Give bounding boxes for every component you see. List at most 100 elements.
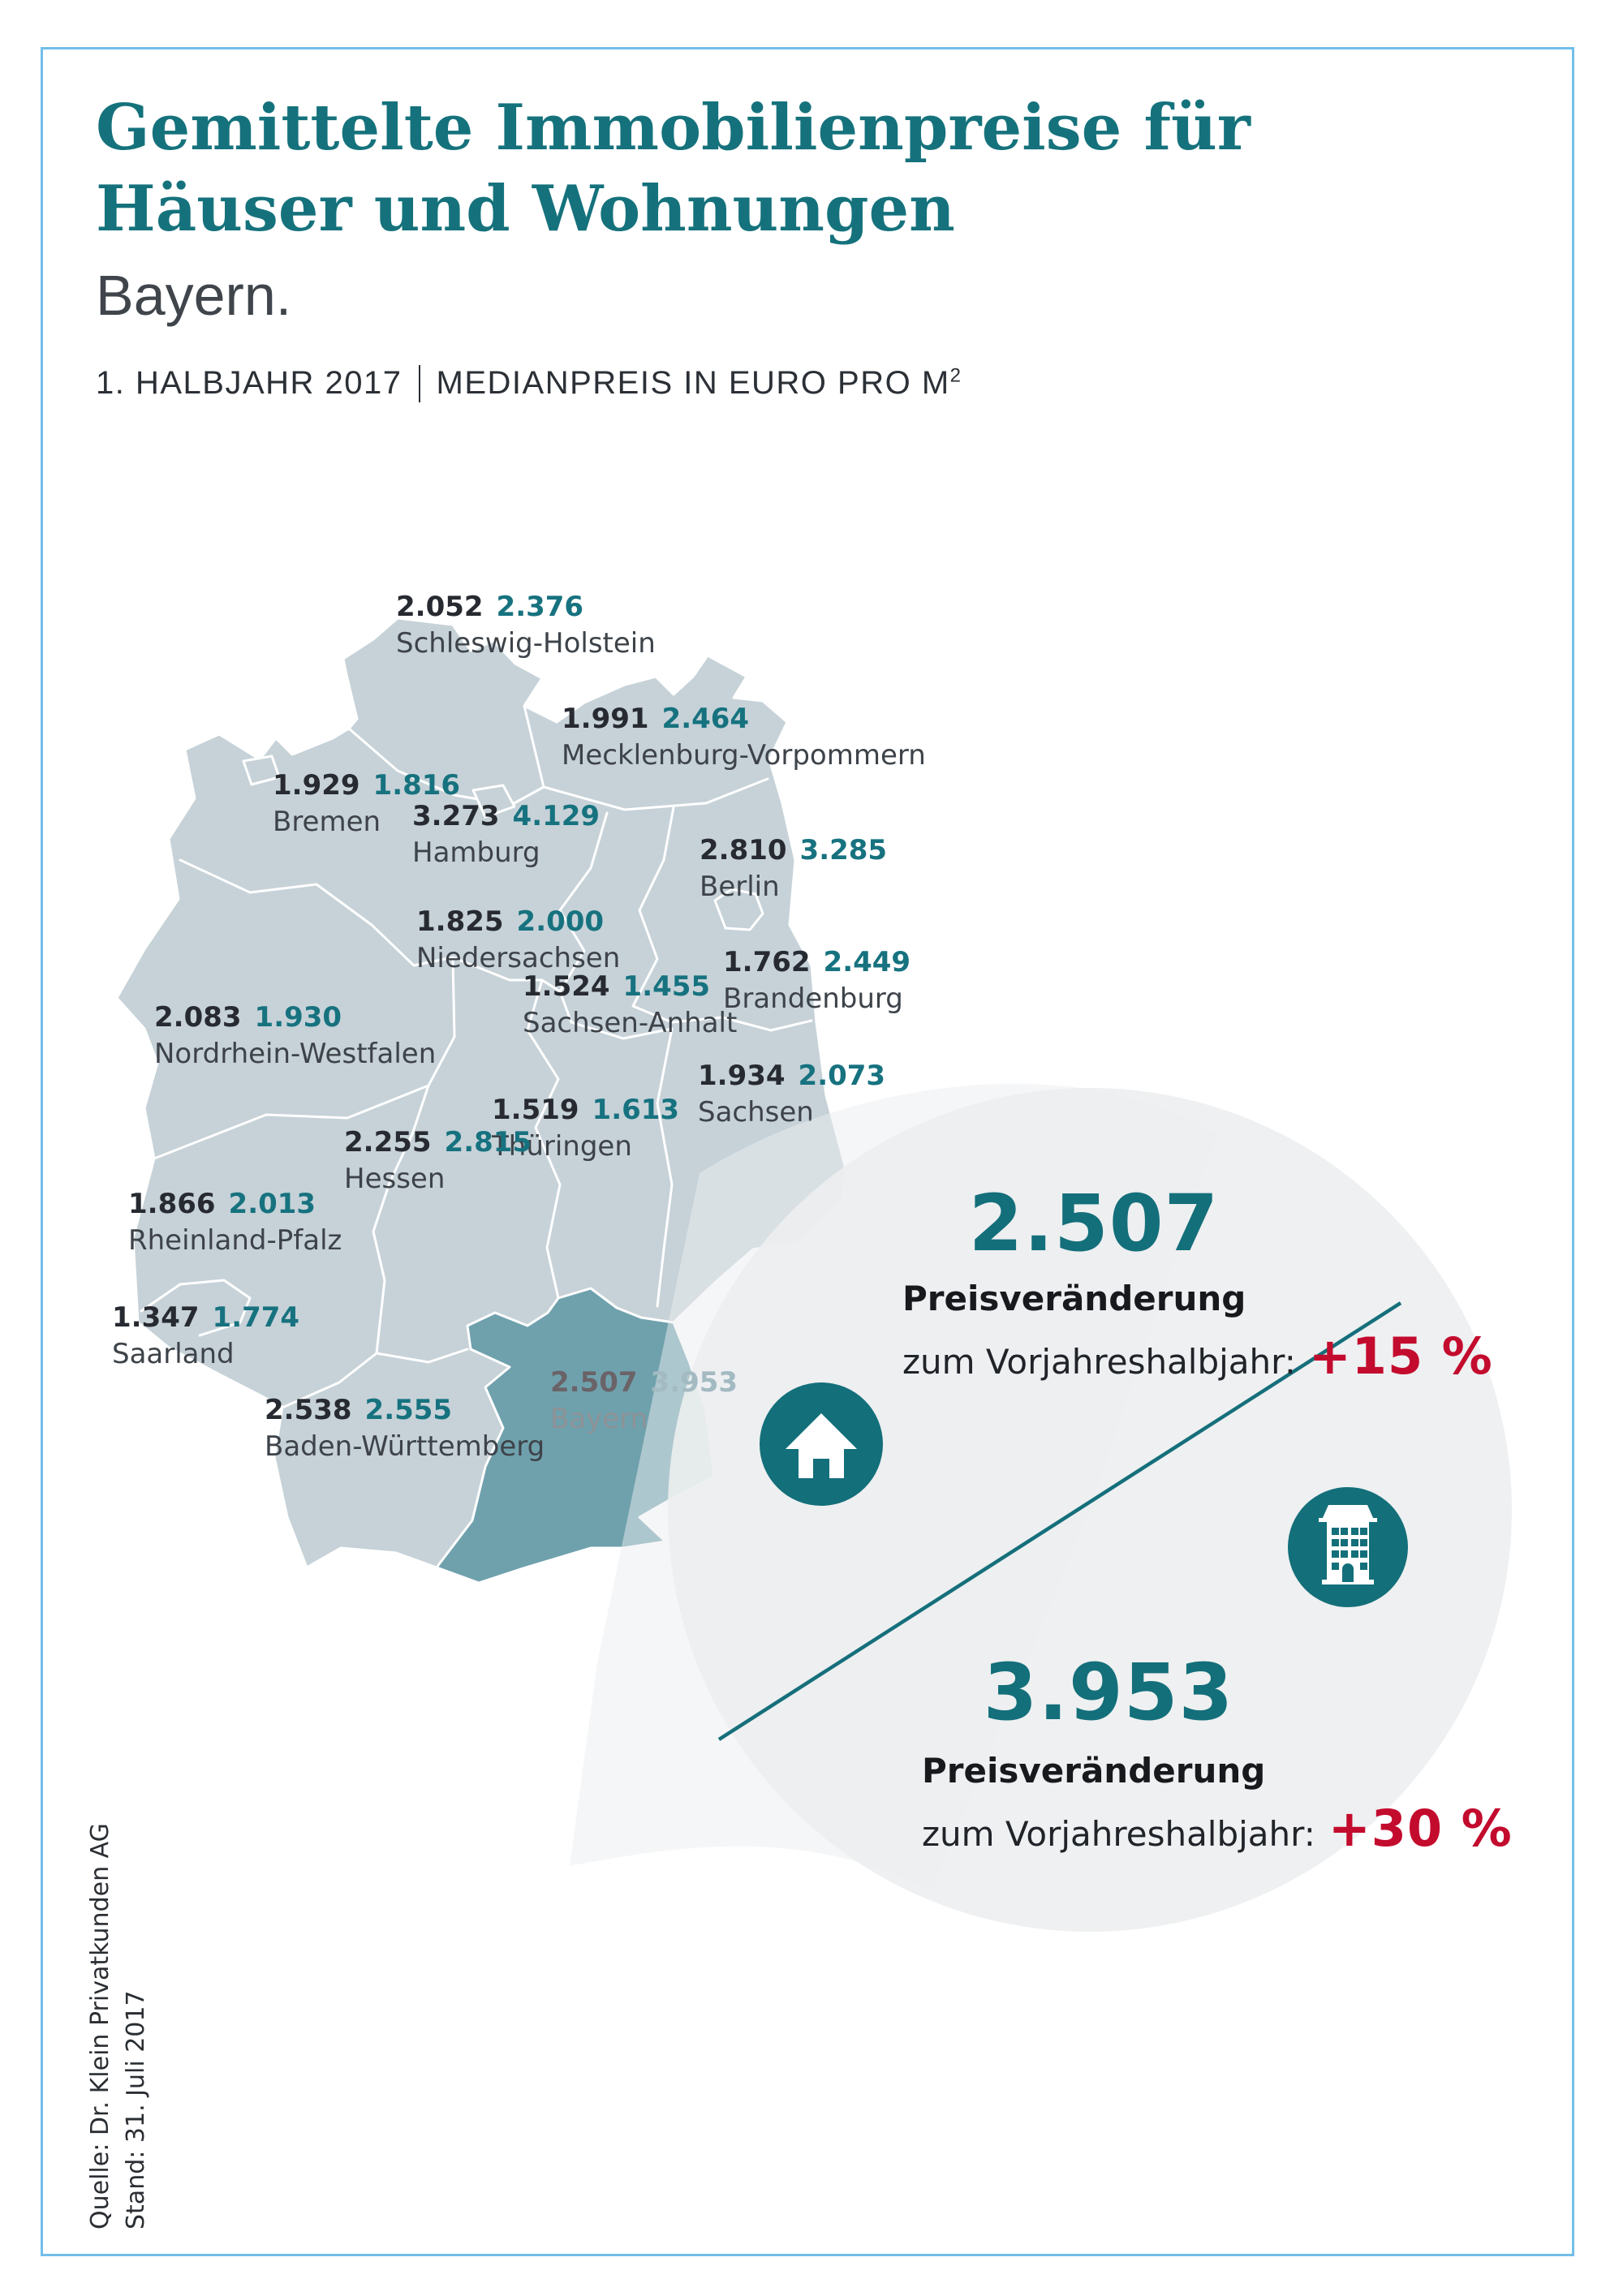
apartment-change-block: Preisveränderung zum Vorjahreshalbjahr: … bbox=[922, 1751, 1513, 1858]
region-subtitle: Bayern. bbox=[96, 263, 292, 327]
apartment-price: 3.285 bbox=[799, 834, 888, 866]
house-price: 1.866 bbox=[128, 1188, 216, 1220]
header: Gemittelte Immobilienpreise für Häuser u… bbox=[96, 88, 1251, 402]
state-values: 1.866 2.013 bbox=[128, 1188, 342, 1220]
house-change-title: Preisveränderung bbox=[902, 1279, 1246, 1318]
apartment-price: 1.613 bbox=[592, 1094, 680, 1126]
apartment-price: 1.930 bbox=[254, 1001, 342, 1034]
state-name: Sachsen bbox=[698, 1096, 814, 1129]
apartment-price: 2.815 bbox=[444, 1126, 532, 1159]
title-line2: Häuser und Wohnungen bbox=[96, 171, 955, 246]
house-change-value: +15 % bbox=[1308, 1326, 1493, 1386]
state-name: Hamburg bbox=[412, 836, 540, 869]
house-change-label: zum Vorjahreshalbjahr: bbox=[902, 1342, 1296, 1382]
state-label: 1.762 2.449 Brandenburg bbox=[723, 946, 911, 1015]
state-name: Bremen bbox=[273, 806, 381, 838]
building-icon bbox=[1288, 1487, 1408, 1607]
state-values: 1.762 2.449 bbox=[723, 946, 911, 978]
house-price: 1.991 bbox=[562, 703, 649, 735]
apartment-price: 2.000 bbox=[516, 905, 605, 938]
state-label: 1.825 2.000 Niedersachsen bbox=[416, 905, 620, 974]
apartment-price: 3.953 bbox=[650, 1366, 738, 1399]
house-price: 1.762 bbox=[723, 946, 811, 978]
state-name: Brandenburg bbox=[723, 982, 903, 1015]
state-borders bbox=[140, 704, 813, 1408]
state-label: 2.083 1.930 Nordrhein-Westfalen bbox=[154, 1001, 436, 1070]
apartment-price: 1.455 bbox=[622, 970, 711, 1003]
house-price: 3.273 bbox=[412, 800, 500, 832]
house-median-price: 2.507 bbox=[968, 1178, 1220, 1269]
state-values: 2.052 2.376 bbox=[396, 591, 656, 623]
house-change-block: Preisveränderung zum Vorjahreshalbjahr: … bbox=[902, 1279, 1493, 1386]
apartment-price: 2.013 bbox=[228, 1188, 316, 1220]
state-values: 1.519 1.613 bbox=[492, 1094, 679, 1126]
state-name: Bayern bbox=[550, 1403, 648, 1435]
subtitle-divider bbox=[418, 364, 420, 402]
apartment-change-value: +30 % bbox=[1328, 1799, 1513, 1858]
state-values: 3.273 4.129 bbox=[412, 800, 600, 832]
house-price: 2.052 bbox=[396, 591, 484, 623]
state-name: Baden-Württemberg bbox=[265, 1430, 545, 1463]
state-label: 1.524 1.455 Sachsen-Anhalt bbox=[523, 970, 737, 1039]
state-label: 2.810 3.285 Berlin bbox=[700, 834, 887, 903]
period-label: 1. HALBJAHR 2017 bbox=[96, 365, 403, 402]
house-price: 1.519 bbox=[492, 1094, 579, 1126]
source-line1: Quelle: Dr. Klein Privatkunden AG bbox=[86, 1823, 114, 2229]
house-price: 2.810 bbox=[700, 834, 787, 866]
title-line1: Gemittelte Immobilienpreise für bbox=[96, 91, 1251, 165]
state-values: 2.083 1.930 bbox=[154, 1001, 436, 1034]
apartment-price: 2.376 bbox=[496, 591, 584, 623]
state-values: 1.929 1.816 bbox=[273, 769, 460, 802]
apartment-price: 4.129 bbox=[512, 800, 601, 832]
house-price: 2.507 bbox=[550, 1366, 638, 1399]
state-name: Berlin bbox=[700, 871, 780, 903]
house-price: 1.524 bbox=[523, 970, 610, 1003]
state-label: 1.347 1.774 Saarland bbox=[112, 1301, 299, 1370]
house-price: 1.825 bbox=[416, 905, 504, 938]
state-label: 2.538 2.555 Baden-Württemberg bbox=[265, 1394, 545, 1463]
state-label: 2.507 3.953 Bayern bbox=[550, 1366, 738, 1435]
state-name: Sachsen-Anhalt bbox=[523, 1007, 738, 1039]
state-values: 2.538 2.555 bbox=[265, 1394, 545, 1426]
apartment-price: 1.774 bbox=[212, 1301, 300, 1334]
apartment-median-price: 3.953 bbox=[983, 1647, 1234, 1738]
state-label: 1.929 1.816 Bremen bbox=[273, 769, 460, 838]
state-bremen bbox=[242, 755, 281, 786]
state-berlin bbox=[713, 888, 764, 931]
state-values: 2.255 2.815 bbox=[344, 1126, 532, 1159]
state-label: 1.991 2.464 Mecklenburg-Vorpommern bbox=[562, 703, 926, 772]
state-label: 1.934 2.073 Sachsen bbox=[698, 1060, 885, 1129]
state-values: 1.991 2.464 bbox=[562, 703, 926, 735]
apartment-price: 2.555 bbox=[364, 1394, 453, 1426]
state-label: 2.052 2.376 Schleswig-Holstein bbox=[396, 591, 656, 660]
state-name: Nordrhein-Westfalen bbox=[154, 1038, 437, 1070]
house-price: 1.347 bbox=[112, 1301, 200, 1334]
state-name: Rheinland-Pfalz bbox=[128, 1224, 342, 1257]
state-name: Niedersachsen bbox=[416, 942, 621, 974]
state-name: Mecklenburg-Vorpommern bbox=[562, 739, 926, 772]
state-name: Hessen bbox=[344, 1163, 446, 1195]
state-values: 2.810 3.285 bbox=[700, 834, 887, 866]
page-title: Gemittelte Immobilienpreise für Häuser u… bbox=[96, 88, 1251, 250]
apartment-change-title: Preisveränderung bbox=[922, 1751, 1266, 1791]
apartment-price: 2.449 bbox=[823, 946, 911, 978]
apartment-price: 1.816 bbox=[372, 769, 461, 802]
house-price: 2.255 bbox=[344, 1126, 432, 1159]
apartment-price: 2.073 bbox=[798, 1060, 886, 1092]
state-values: 1.934 2.073 bbox=[698, 1060, 885, 1092]
state-values: 1.524 1.455 bbox=[523, 970, 737, 1003]
house-price: 2.083 bbox=[154, 1001, 242, 1034]
state-label: 2.255 2.815 Hessen bbox=[344, 1126, 532, 1195]
house-price: 1.929 bbox=[273, 769, 360, 802]
apartment-change-label: zum Vorjahreshalbjahr: bbox=[922, 1814, 1315, 1854]
source-note: Quelle: Dr. Klein Privatkunden AG Stand:… bbox=[83, 1808, 154, 2229]
state-name: Schleswig-Holstein bbox=[396, 627, 656, 660]
metric-label: MEDIANPREIS IN EURO PRO M2 bbox=[436, 364, 962, 402]
state-label: 3.273 4.129 Hamburg bbox=[412, 800, 600, 869]
state-values: 1.347 1.774 bbox=[112, 1301, 299, 1334]
state-label: 1.866 2.013 Rheinland-Pfalz bbox=[128, 1188, 342, 1257]
apartment-price: 2.464 bbox=[661, 703, 750, 735]
state-values: 2.507 3.953 bbox=[550, 1366, 738, 1399]
house-price: 2.538 bbox=[265, 1394, 352, 1426]
